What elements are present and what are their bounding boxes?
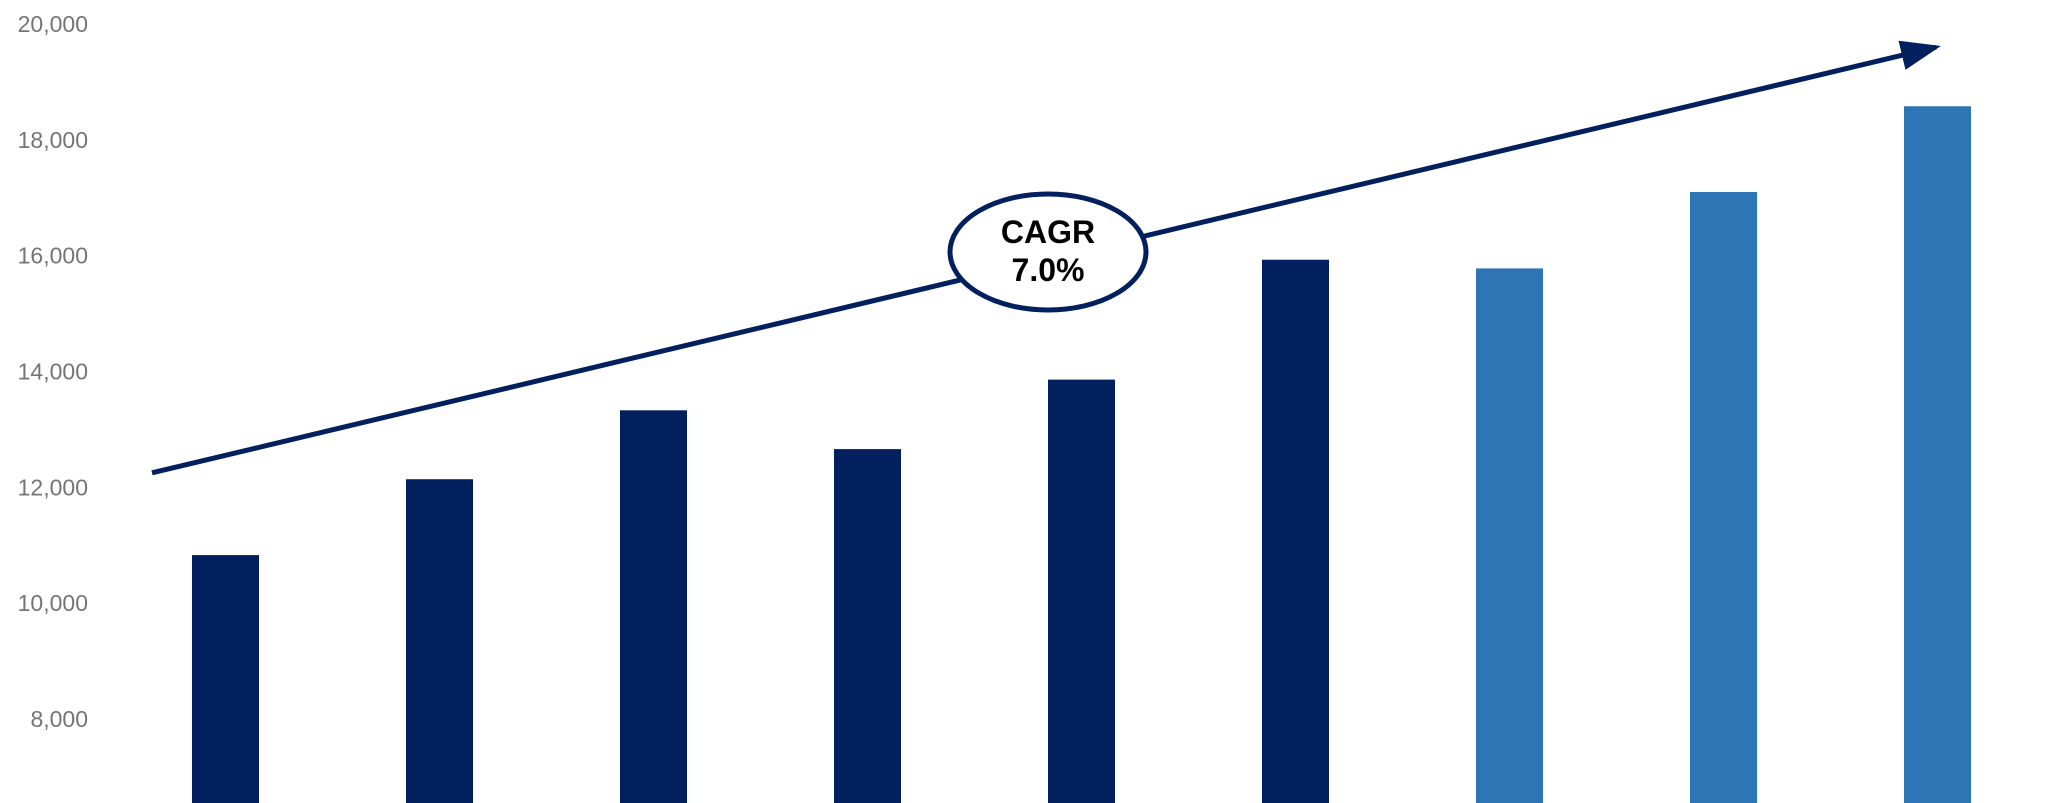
bar: [620, 410, 687, 803]
bar: [1904, 106, 1971, 803]
bar: [1048, 379, 1115, 803]
bar: [192, 555, 259, 803]
y-tick-label: 16,000: [18, 243, 88, 269]
cagr-ellipse: [947, 191, 1149, 313]
bar: [1476, 268, 1543, 803]
bar: [1262, 259, 1329, 803]
cagr-label: CAGR: [1001, 214, 1095, 250]
y-tick-label: 10,000: [18, 590, 88, 616]
y-tick-label: 8,000: [30, 706, 88, 732]
bar: [834, 449, 901, 803]
cagr-value: 7.0%: [1012, 252, 1085, 288]
y-tick-label: 18,000: [18, 127, 88, 153]
y-tick-label: 20,000: [18, 11, 88, 37]
y-tick-label: 14,000: [18, 359, 88, 385]
y-tick-label: 12,000: [18, 474, 88, 500]
bars: [192, 106, 1971, 803]
y-axis: 8,000 10,000 12,000 14,000 16,000 18,000 20,00…: [18, 11, 88, 732]
bar: [1690, 191, 1757, 803]
bar: [406, 479, 473, 803]
cagr-annotation: CAGR 7.0%: [947, 191, 1149, 313]
